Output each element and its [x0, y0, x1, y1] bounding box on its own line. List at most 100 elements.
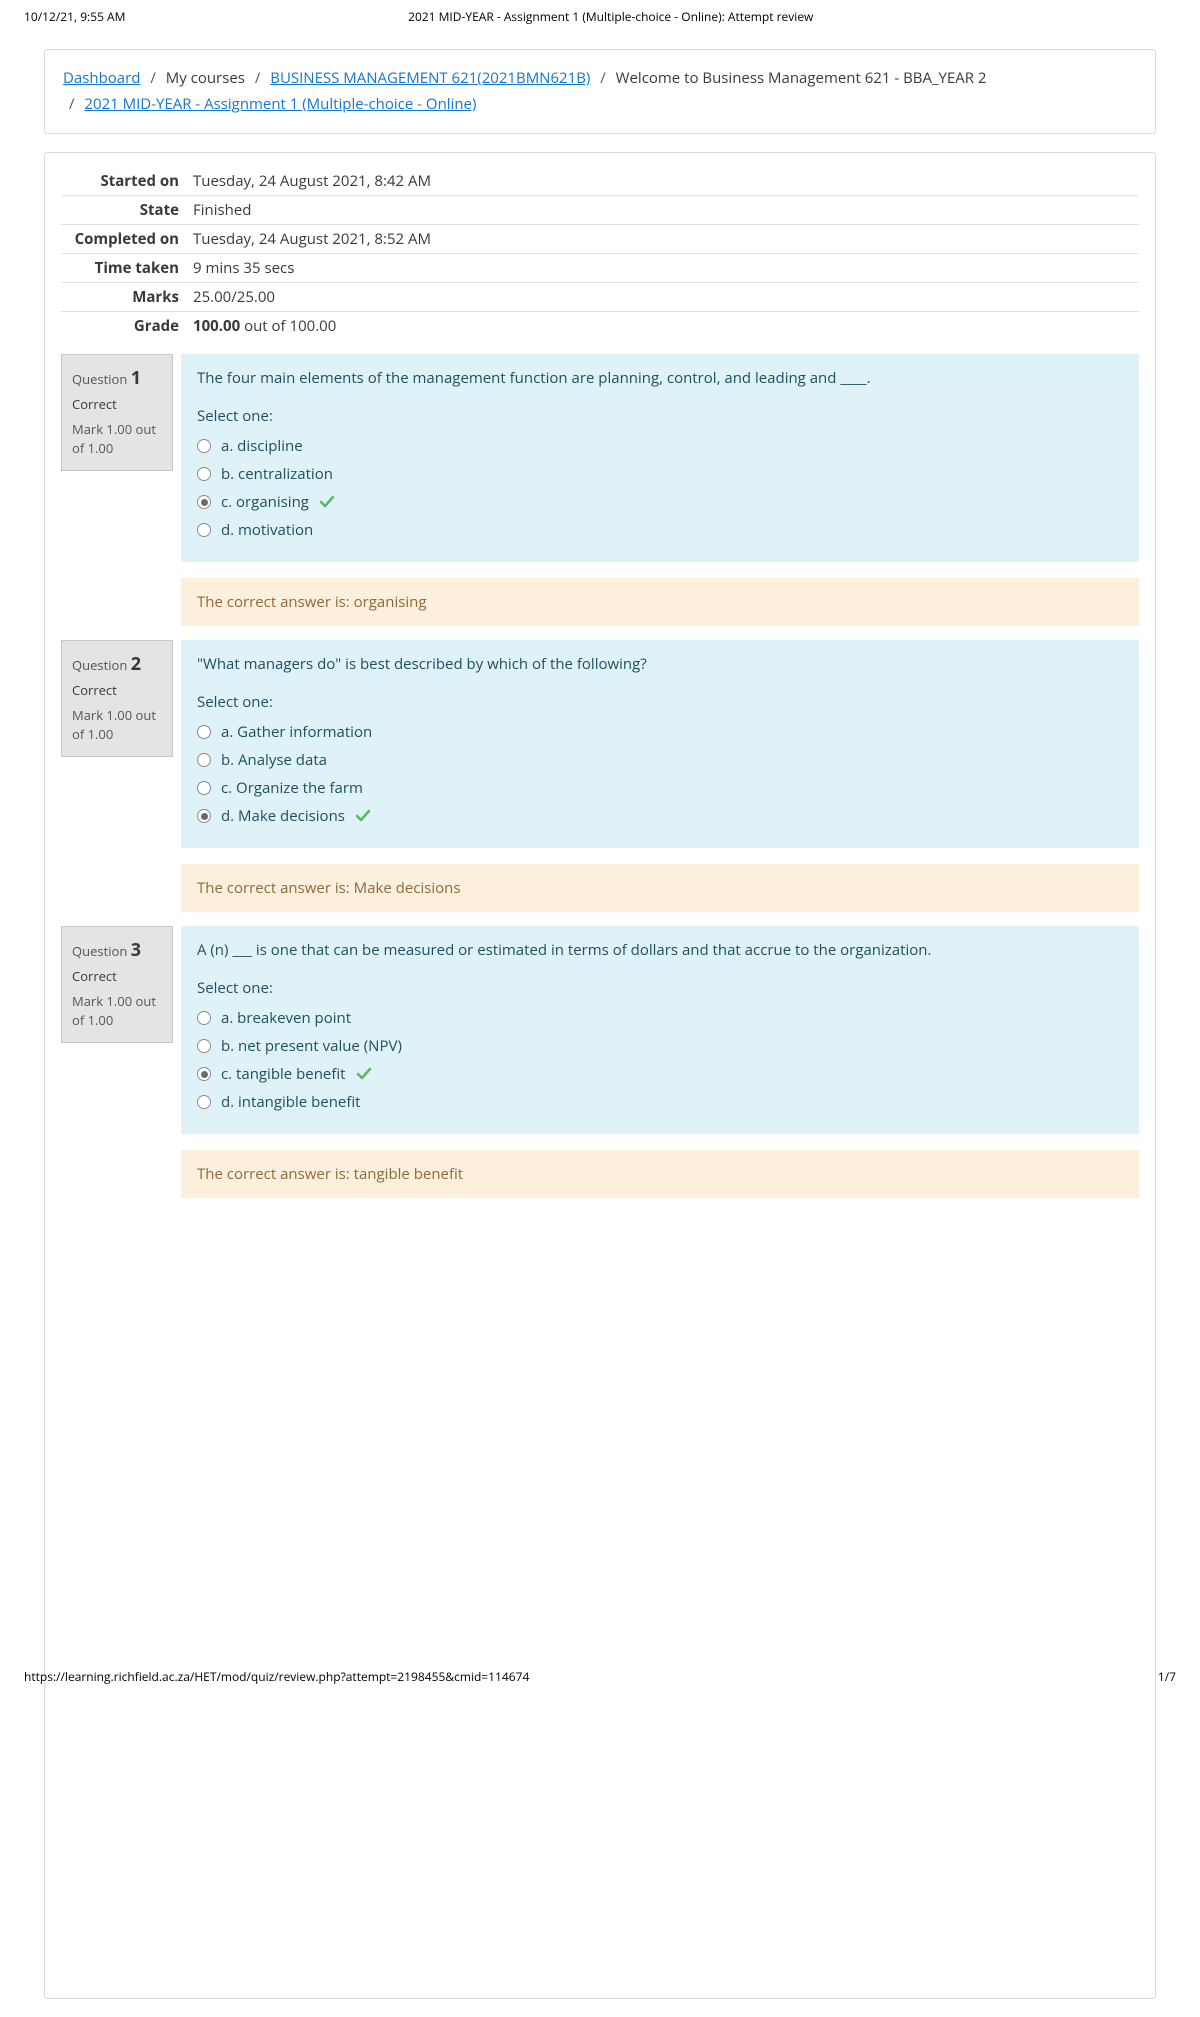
- answer-option[interactable]: c. Organize the farm: [197, 774, 1123, 802]
- question-feedback: The correct answer is: organising: [181, 578, 1139, 626]
- radio-icon: [197, 753, 211, 767]
- answer-text: d. intangible benefit: [221, 1092, 361, 1112]
- question-3: Question 3 Correct Mark 1.00 out of 1.00…: [61, 926, 1139, 1198]
- summary-label: Grade: [61, 312, 189, 341]
- question-1: Question 1 Correct Mark 1.00 out of 1.00…: [61, 354, 1139, 626]
- answer-text: a. discipline: [221, 436, 303, 456]
- question-number: 1: [131, 366, 141, 390]
- radio-icon: [197, 523, 211, 537]
- summary-value: 9 mins 35 secs: [189, 254, 1139, 283]
- summary-row-grade: Grade 100.00 out of 100.00: [61, 312, 1139, 341]
- summary-value: 25.00/25.00: [189, 283, 1139, 312]
- breadcrumb-mycourses: My courses: [166, 68, 245, 88]
- summary-row-time: Time taken 9 mins 35 secs: [61, 254, 1139, 283]
- question-number: 2: [131, 652, 141, 676]
- question-info: Question 3 Correct Mark 1.00 out of 1.00: [61, 926, 173, 1043]
- question-prompt: A (n) ___ is one that can be measured or…: [197, 940, 1123, 960]
- print-header: 10/12/21, 9:55 AM 2021 MID-YEAR - Assign…: [0, 0, 1200, 25]
- radio-icon: [197, 1095, 211, 1109]
- grade-bold: 100.00: [193, 316, 240, 336]
- check-icon: [355, 808, 371, 824]
- question-content-wrap: The four main elements of the management…: [181, 354, 1139, 626]
- answer-list: a. breakeven point b. net present value …: [197, 1004, 1123, 1116]
- breadcrumb: Dashboard / My courses / BUSINESS MANAGE…: [45, 50, 1155, 133]
- summary-row-marks: Marks 25.00/25.00: [61, 283, 1139, 312]
- radio-icon: [197, 1011, 211, 1025]
- breadcrumb-card: Dashboard / My courses / BUSINESS MANAGE…: [44, 49, 1156, 134]
- summary-label: State: [61, 196, 189, 225]
- answer-text: b. net present value (NPV): [221, 1036, 402, 1056]
- answer-text: d. motivation: [221, 520, 313, 540]
- question-content: A (n) ___ is one that can be measured or…: [181, 926, 1139, 1134]
- summary-row-completed: Completed on Tuesday, 24 August 2021, 8:…: [61, 225, 1139, 254]
- answer-text: b. Analyse data: [221, 750, 327, 770]
- question-info: Question 2 Correct Mark 1.00 out of 1.00: [61, 640, 173, 757]
- breadcrumb-section: Welcome to Business Management 621 - BBA…: [616, 68, 987, 88]
- answer-option[interactable]: a. breakeven point: [197, 1004, 1123, 1032]
- answer-text: c. Organize the farm: [221, 778, 363, 798]
- print-footer-page: 1/7: [1158, 1668, 1176, 1685]
- question-status: Correct: [72, 681, 162, 700]
- question-number: 3: [131, 938, 141, 962]
- question-info: Question 1 Correct Mark 1.00 out of 1.00: [61, 354, 173, 471]
- print-title: 2021 MID-YEAR - Assignment 1 (Multiple-c…: [408, 8, 813, 25]
- answer-text: a. breakeven point: [221, 1008, 351, 1028]
- question-feedback: The correct answer is: Make decisions: [181, 864, 1139, 912]
- summary-label: Started on: [61, 167, 189, 196]
- answer-text: a. Gather information: [221, 722, 372, 742]
- answer-list: a. Gather information b. Analyse data c.…: [197, 718, 1123, 830]
- select-one-label: Select one:: [197, 406, 1123, 426]
- radio-icon: [197, 439, 211, 453]
- radio-icon: [197, 725, 211, 739]
- attempt-summary-table: Started on Tuesday, 24 August 2021, 8:42…: [61, 167, 1139, 340]
- answer-option[interactable]: b. centralization: [197, 460, 1123, 488]
- question-mark: Mark 1.00 out of 1.00: [72, 420, 162, 458]
- summary-value: Finished: [189, 196, 1139, 225]
- print-footer-url: https://learning.richfield.ac.za/HET/mod…: [24, 1668, 529, 1685]
- print-datetime: 10/12/21, 9:55 AM: [24, 8, 125, 25]
- answer-option[interactable]: c. organising: [197, 488, 1123, 516]
- answer-option[interactable]: a. Gather information: [197, 718, 1123, 746]
- question-mark: Mark 1.00 out of 1.00: [72, 706, 162, 744]
- answer-option[interactable]: d. intangible benefit: [197, 1088, 1123, 1116]
- breadcrumb-activity[interactable]: 2021 MID-YEAR - Assignment 1 (Multiple-c…: [84, 94, 476, 114]
- answer-option[interactable]: d. Make decisions: [197, 802, 1123, 830]
- radio-icon: [197, 809, 211, 823]
- radio-icon: [197, 1039, 211, 1053]
- breadcrumb-course[interactable]: BUSINESS MANAGEMENT 621(2021BMN621B): [270, 68, 590, 88]
- summary-label: Completed on: [61, 225, 189, 254]
- answer-option[interactable]: b. Analyse data: [197, 746, 1123, 774]
- summary-row-started: Started on Tuesday, 24 August 2021, 8:42…: [61, 167, 1139, 196]
- question-prompt: The four main elements of the management…: [197, 368, 1123, 388]
- question-content: "What managers do" is best described by …: [181, 640, 1139, 848]
- breadcrumb-sep: /: [249, 68, 267, 88]
- question-feedback: The correct answer is: tangible benefit: [181, 1150, 1139, 1198]
- breadcrumb-sep: /: [63, 94, 81, 114]
- breadcrumb-sep: /: [144, 68, 162, 88]
- radio-icon: [197, 495, 211, 509]
- question-content: The four main elements of the management…: [181, 354, 1139, 562]
- check-icon: [319, 494, 335, 510]
- question-status: Correct: [72, 395, 162, 414]
- question-label: Question: [72, 656, 127, 674]
- answer-text: c. tangible benefit: [221, 1064, 346, 1084]
- select-one-label: Select one:: [197, 978, 1123, 998]
- select-one-label: Select one:: [197, 692, 1123, 712]
- breadcrumb-sep: /: [594, 68, 612, 88]
- answer-text: b. centralization: [221, 464, 333, 484]
- radio-icon: [197, 467, 211, 481]
- question-status: Correct: [72, 967, 162, 986]
- question-mark: Mark 1.00 out of 1.00: [72, 992, 162, 1030]
- answer-option[interactable]: c. tangible benefit: [197, 1060, 1123, 1088]
- question-content-wrap: A (n) ___ is one that can be measured or…: [181, 926, 1139, 1198]
- summary-value: 100.00 out of 100.00: [189, 312, 1139, 341]
- answer-option[interactable]: d. motivation: [197, 516, 1123, 544]
- answer-option[interactable]: a. discipline: [197, 432, 1123, 460]
- grade-rest: out of 100.00: [240, 316, 336, 336]
- question-content-wrap: "What managers do" is best described by …: [181, 640, 1139, 912]
- answer-option[interactable]: b. net present value (NPV): [197, 1032, 1123, 1060]
- question-2: Question 2 Correct Mark 1.00 out of 1.00…: [61, 640, 1139, 912]
- summary-value: Tuesday, 24 August 2021, 8:52 AM: [189, 225, 1139, 254]
- breadcrumb-dashboard[interactable]: Dashboard: [63, 68, 140, 88]
- answer-text: c. organising: [221, 492, 309, 512]
